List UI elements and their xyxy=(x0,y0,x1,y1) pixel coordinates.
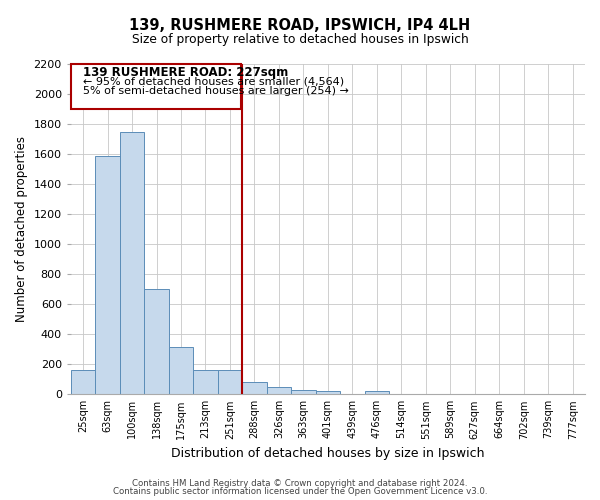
Bar xyxy=(144,289,169,395)
Bar xyxy=(242,382,267,394)
Bar xyxy=(267,387,291,394)
Text: 139 RUSHMERE ROAD: 227sqm: 139 RUSHMERE ROAD: 227sqm xyxy=(83,66,289,80)
Y-axis label: Number of detached properties: Number of detached properties xyxy=(15,136,28,322)
Bar xyxy=(193,370,218,394)
X-axis label: Distribution of detached houses by size in Ipswich: Distribution of detached houses by size … xyxy=(171,447,485,460)
Bar xyxy=(316,392,340,394)
Text: ← 95% of detached houses are smaller (4,564): ← 95% of detached houses are smaller (4,… xyxy=(83,77,344,87)
FancyBboxPatch shape xyxy=(71,64,241,109)
Bar xyxy=(71,370,95,394)
Bar xyxy=(120,132,144,394)
Text: 5% of semi-detached houses are larger (254) →: 5% of semi-detached houses are larger (2… xyxy=(83,86,349,96)
Bar xyxy=(291,390,316,394)
Text: Size of property relative to detached houses in Ipswich: Size of property relative to detached ho… xyxy=(131,32,469,46)
Bar xyxy=(95,156,120,394)
Bar xyxy=(169,347,193,395)
Text: Contains HM Land Registry data © Crown copyright and database right 2024.: Contains HM Land Registry data © Crown c… xyxy=(132,478,468,488)
Text: 139, RUSHMERE ROAD, IPSWICH, IP4 4LH: 139, RUSHMERE ROAD, IPSWICH, IP4 4LH xyxy=(130,18,470,32)
Text: Contains public sector information licensed under the Open Government Licence v3: Contains public sector information licen… xyxy=(113,487,487,496)
Bar xyxy=(365,392,389,394)
Bar xyxy=(218,370,242,394)
